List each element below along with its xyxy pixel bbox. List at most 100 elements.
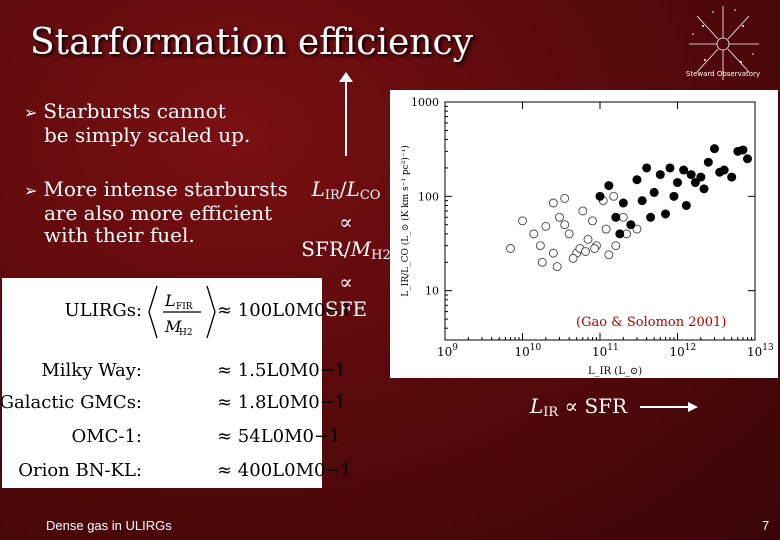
bullet-1-line-1: Starbursts cannot bbox=[43, 99, 226, 123]
bullet-2-line-2: are also more efficient bbox=[44, 201, 273, 225]
x-axis-label: L_IR (L_⊙) bbox=[588, 366, 642, 377]
table-row-label: Galactic GMCs: bbox=[0, 392, 142, 413]
filled-circle-point bbox=[632, 175, 642, 185]
open-circle-point bbox=[618, 212, 628, 222]
filled-circle-point bbox=[679, 165, 689, 175]
ratio-expression: LIR/LCO ∝ SFR/MH2 ∝ SFE bbox=[296, 176, 396, 323]
x-tick-label: 1011 bbox=[592, 343, 619, 359]
ulirg-fraction: L FIR M H2 bbox=[148, 285, 216, 339]
filled-circle-point bbox=[665, 163, 675, 173]
open-circle-point bbox=[583, 234, 593, 244]
filled-circle-point bbox=[642, 163, 652, 173]
right-arrow-icon bbox=[688, 402, 698, 412]
svg-text:H2: H2 bbox=[179, 328, 193, 338]
open-circle-point bbox=[609, 191, 619, 201]
ratio-line-3: SFE bbox=[324, 297, 368, 321]
open-circle-point bbox=[548, 248, 558, 258]
page-number: 7 bbox=[762, 518, 770, 533]
filled-circle-point bbox=[738, 145, 748, 155]
filled-circle-point bbox=[637, 196, 647, 206]
open-circle-point bbox=[588, 216, 597, 226]
open-circle-point bbox=[581, 247, 590, 256]
slide-title: Starformation efficiency bbox=[30, 22, 473, 63]
filled-circle-point bbox=[595, 191, 605, 201]
filled-circle-point bbox=[669, 191, 679, 201]
bullet-2-line-3: with their fuel. bbox=[44, 223, 195, 247]
proportional-symbol-2: ∝ bbox=[339, 270, 353, 294]
observatory-logo: Steward Observatory bbox=[686, 6, 760, 80]
efficiency-table: ULIRGs: L FIR M H2 ≈ 100L0M0−1 Milky Way… bbox=[0, 278, 352, 488]
filled-circle-point bbox=[604, 181, 614, 191]
table-row-value: ≈ 54L0M0−1 bbox=[217, 426, 341, 447]
chart-annotation: (Gao & Solomon 2001) bbox=[576, 315, 726, 330]
table-row-value: ≈ 100L0M0−1 bbox=[217, 300, 352, 321]
filled-circle-point bbox=[655, 170, 665, 180]
filled-circle-point bbox=[611, 212, 621, 222]
open-circle-point bbox=[560, 220, 570, 230]
open-circle-point bbox=[555, 212, 564, 222]
open-circle-point bbox=[518, 216, 527, 226]
table-row-label: Milky Way: bbox=[41, 360, 142, 381]
filled-circle-point bbox=[727, 172, 737, 182]
bullet-1: ➢ Starbursts cannot be simply scaled up. bbox=[24, 100, 324, 146]
filled-circle-point bbox=[649, 187, 659, 197]
filled-circle-point bbox=[690, 178, 700, 188]
svg-text:M: M bbox=[164, 317, 182, 336]
bullet-arrow-icon: ➢ bbox=[24, 103, 38, 122]
open-circle-point bbox=[611, 241, 621, 251]
filled-circle-point bbox=[686, 170, 696, 180]
y-axis-label: L_IR/L_CO (L_⊙ (K km s⁻¹ pc²)⁻¹) bbox=[400, 145, 411, 296]
bullet-2: ➢ More intense starbursts are also more e… bbox=[24, 178, 294, 246]
x-tick-label: 1012 bbox=[670, 343, 697, 359]
filled-circle-point bbox=[660, 209, 670, 219]
filled-circle-point bbox=[646, 212, 656, 222]
open-circle-point bbox=[537, 257, 547, 267]
table-row-label: Orion BN-KL: bbox=[18, 460, 142, 481]
y-tick-label: 100 bbox=[418, 190, 439, 203]
open-circle-point bbox=[535, 241, 545, 251]
x-tick-label: 1010 bbox=[515, 343, 542, 359]
filled-circle-point bbox=[673, 178, 682, 188]
filled-circle-point bbox=[715, 167, 725, 177]
filled-circle-point bbox=[699, 184, 709, 194]
up-arrow-icon bbox=[339, 72, 353, 82]
x-tick-label: 109 bbox=[437, 343, 458, 359]
ratio-line-1: LIR/LCO bbox=[311, 177, 381, 203]
chart-marks bbox=[506, 144, 752, 272]
filled-circle-point bbox=[681, 200, 691, 210]
logo-text: Steward Observatory bbox=[686, 70, 760, 78]
open-circle-point bbox=[548, 198, 558, 208]
bullet-2-line-1: More intense starbursts bbox=[43, 177, 288, 201]
lir-sfr-label: LIR ∝ SFR bbox=[530, 394, 628, 420]
open-circle-point bbox=[604, 250, 614, 260]
proportional-symbol-1: ∝ bbox=[339, 210, 353, 234]
up-arrow-shaft bbox=[345, 78, 347, 156]
open-circle-point bbox=[564, 229, 574, 239]
open-circle-point bbox=[590, 244, 599, 253]
filled-circle-point bbox=[618, 198, 628, 208]
svg-text:FIR: FIR bbox=[176, 302, 193, 312]
filled-circle-point bbox=[703, 157, 713, 167]
table-row-value: ≈ 1.5L0M0−1 bbox=[217, 360, 347, 381]
open-circle-point bbox=[506, 244, 515, 253]
y-tick-label: 10 bbox=[425, 285, 439, 298]
bullet-arrow-icon: ➢ bbox=[24, 181, 38, 200]
open-circle-point bbox=[632, 224, 642, 234]
open-circle-point bbox=[552, 262, 562, 272]
filled-circle-point bbox=[626, 220, 636, 230]
filled-circle-point bbox=[615, 229, 625, 239]
table-row-label: ULIRGs: bbox=[64, 300, 142, 321]
open-circle-point bbox=[560, 193, 570, 203]
open-circle-point bbox=[568, 253, 578, 263]
table-row-value: ≈ 1.8L0M0−1 bbox=[217, 392, 347, 413]
bullet-1-line-2: be simply scaled up. bbox=[44, 123, 251, 147]
svg-text:L: L bbox=[164, 291, 176, 310]
filled-circle-point bbox=[709, 144, 719, 154]
right-arrow-shaft bbox=[640, 406, 690, 408]
open-circle-point bbox=[578, 206, 588, 216]
plot-frame bbox=[444, 101, 756, 341]
ratio-line-2: SFR/MH2 bbox=[301, 237, 391, 263]
y-tick-label: 1000 bbox=[411, 96, 439, 109]
open-circle-point bbox=[601, 224, 611, 234]
filled-circle-point bbox=[742, 154, 752, 164]
